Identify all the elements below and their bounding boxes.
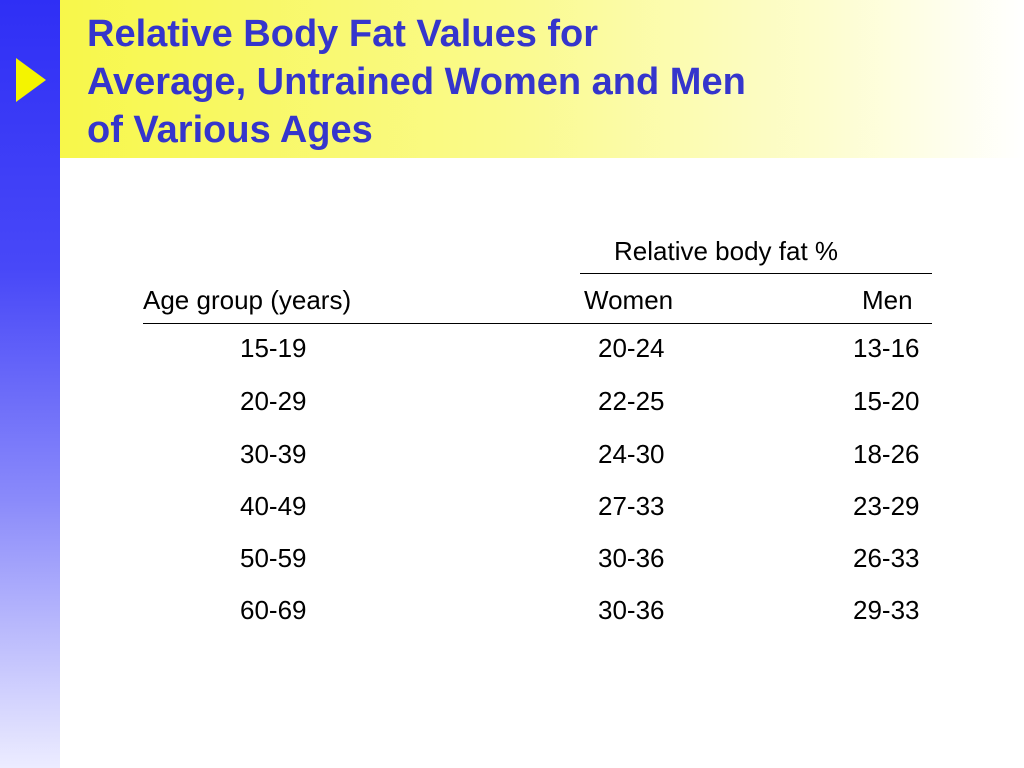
men-value-cell: 18-26 [853,439,920,469]
women-value-cell: 27-33 [598,491,665,521]
men-value-cell: 26-33 [853,543,920,573]
women-value-cell: 22-25 [598,386,665,416]
age-group-cell: 40-49 [240,491,307,521]
age-group-cell: 30-39 [240,439,307,469]
header-rule [143,323,932,324]
women-value-cell: 24-30 [598,439,665,469]
group-header: Relative body fat % [614,236,839,266]
column-header-women: Women [584,285,674,315]
age-group-cell: 60-69 [240,595,307,625]
women-value-cell: 30-36 [598,595,665,625]
men-value-cell: 15-20 [853,386,920,416]
men-value-cell: 13-16 [853,333,920,363]
left-gradient-bar [0,0,60,768]
age-group-cell: 15-19 [240,333,307,363]
title-band [60,0,1024,158]
men-value-cell: 29-33 [853,595,920,625]
play-arrow-icon [16,58,46,102]
title-line: Relative Body Fat Values for [87,13,599,55]
age-group-cell: 50-59 [240,543,307,573]
men-value-cell: 23-29 [853,491,920,521]
age-group-cell: 20-29 [240,386,307,416]
group-header-rule [580,273,932,274]
women-value-cell: 20-24 [598,333,665,363]
title-line: Average, Untrained Women and Men [87,61,746,103]
slide-title: Relative Body Fat Values for Average, Un… [87,10,987,154]
title-line: of Various Ages [87,109,373,151]
women-value-cell: 30-36 [598,543,665,573]
column-header-age-group: Age group (years) [143,285,352,315]
column-header-men: Men [862,285,913,315]
